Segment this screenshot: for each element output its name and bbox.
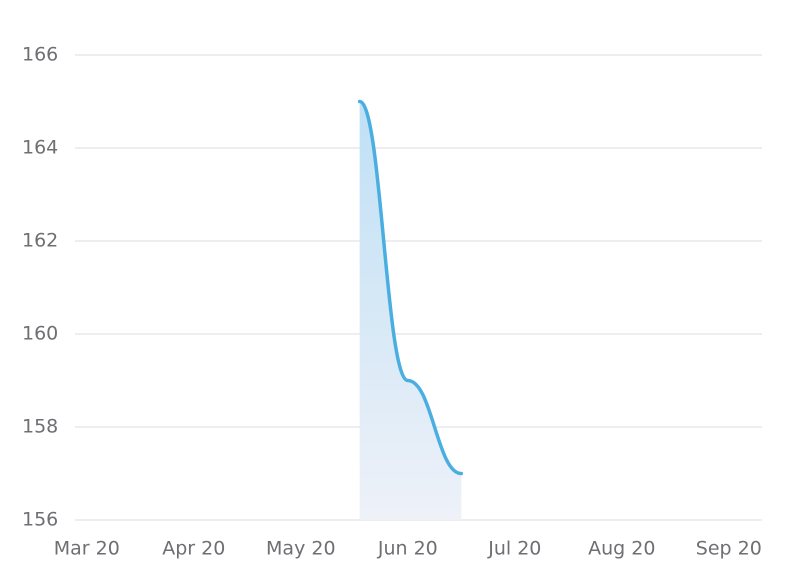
y-tick-label: 158 — [22, 416, 58, 438]
x-tick-label: Apr 20 — [162, 538, 225, 560]
line — [357, 99, 464, 476]
x-tick-label: Mar 20 — [54, 538, 120, 560]
x-tick-label: Aug 20 — [588, 538, 655, 560]
grid — [75, 54, 762, 521]
plot — [357, 99, 464, 520]
x-tick-label: Sep 20 — [696, 538, 762, 560]
y-tick-label: 160 — [22, 323, 58, 345]
area — [359, 101, 462, 520]
x-tick-label: Jul 20 — [487, 538, 541, 560]
x-tick-label: May 20 — [266, 538, 336, 560]
y-tick-label: 156 — [22, 509, 58, 531]
y-tick-label: 164 — [22, 137, 58, 159]
x-tick-label: Jun 20 — [377, 538, 438, 560]
axes: 156 158 160 162 164 166 Mar 20 Apr 20 May 20 Jun … — [22, 44, 762, 560]
y-tick-label: 162 — [22, 230, 58, 252]
y-tick-label: 166 — [22, 44, 58, 66]
